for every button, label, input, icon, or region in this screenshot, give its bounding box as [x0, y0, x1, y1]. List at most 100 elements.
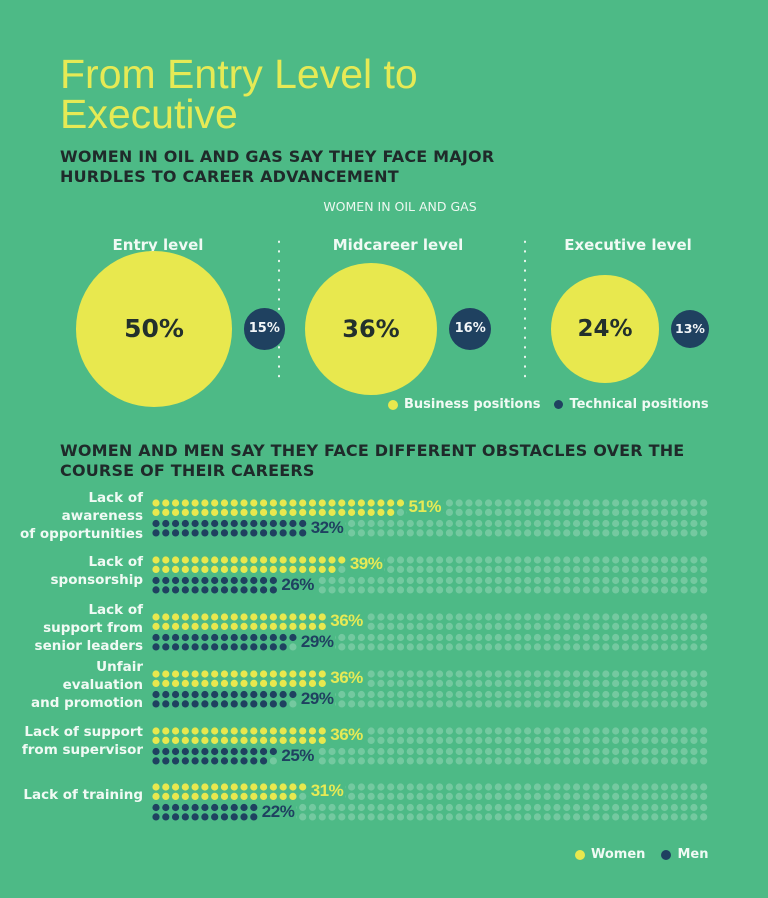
- empty-dot: [445, 519, 453, 528]
- empty-dot: [445, 643, 453, 651]
- men-dot: [279, 519, 287, 528]
- empty-dot: [504, 727, 512, 735]
- empty-dot: [406, 690, 414, 699]
- empty-dot: [621, 679, 630, 688]
- empty-dot: [357, 690, 365, 699]
- empty-dot: [592, 803, 600, 812]
- empty-dot: [700, 727, 708, 735]
- technical-legend-swatch: [554, 400, 564, 409]
- empty-dot: [670, 757, 678, 765]
- empty-dot: [543, 757, 551, 765]
- empty-dot: [641, 690, 649, 699]
- empty-dot: [406, 586, 414, 594]
- empty-dot: [387, 803, 395, 812]
- men-dot: [220, 576, 229, 585]
- obstacle-label: Lack of support from senior leaders: [3, 601, 143, 655]
- empty-dot: [484, 727, 493, 735]
- empty-dot: [660, 690, 669, 699]
- empty-dot: [436, 747, 444, 756]
- empty-dot: [612, 783, 620, 791]
- empty-dot: [494, 700, 502, 708]
- empty-dot: [621, 690, 630, 699]
- empty-dot: [553, 783, 561, 791]
- empty-dot: [455, 622, 463, 631]
- men-dot: [279, 690, 287, 699]
- empty-dot: [572, 670, 581, 678]
- empty-dot: [572, 622, 581, 631]
- empty-dot: [396, 679, 405, 688]
- empty-dot: [416, 556, 424, 564]
- empty-dot: [465, 700, 473, 708]
- empty-dot: [377, 747, 385, 756]
- empty-dot: [455, 556, 463, 564]
- women-dot: [171, 613, 180, 621]
- empty-dot: [572, 565, 581, 574]
- empty-dot: [700, 700, 708, 708]
- empty-dot: [631, 700, 639, 708]
- women-dot: [201, 499, 209, 507]
- women-dot: [367, 508, 375, 516]
- empty-dot: [475, 700, 483, 708]
- empty-dot: [572, 519, 581, 528]
- empty-dot: [436, 565, 444, 574]
- women-dot: [181, 613, 189, 621]
- women-dot: [152, 622, 160, 631]
- empty-dot: [377, 727, 385, 735]
- empty-dot: [357, 586, 365, 594]
- men-dot: [220, 747, 229, 756]
- empty-dot: [572, 499, 581, 507]
- empty-dot: [445, 565, 453, 574]
- empty-dot: [396, 792, 405, 801]
- empty-dot: [406, 565, 414, 574]
- empty-dot: [367, 622, 375, 631]
- empty-dot: [494, 747, 502, 756]
- women-dot: [191, 565, 199, 574]
- empty-dot: [680, 783, 688, 791]
- men-dot: [220, 643, 229, 651]
- men-dot: [250, 813, 258, 821]
- section-1-heading: WOMEN IN OIL AND GAS SAY THEY FACE MAJOR…: [60, 147, 495, 186]
- empty-dot: [377, 757, 385, 765]
- men-dot: [152, 633, 160, 642]
- empty-dot: [455, 499, 463, 507]
- empty-dot: [494, 613, 502, 621]
- women-dot: [240, 736, 248, 745]
- empty-dot: [631, 679, 639, 688]
- empty-dot: [484, 783, 493, 791]
- empty-dot: [641, 736, 649, 745]
- empty-dot: [543, 747, 551, 756]
- empty-dot: [592, 690, 600, 699]
- empty-dot: [357, 747, 365, 756]
- men-dot: [162, 519, 170, 528]
- empty-dot: [455, 736, 463, 745]
- men-dot: [171, 576, 180, 585]
- women-dot: [318, 670, 326, 678]
- empty-dot: [670, 556, 678, 564]
- women-dot: [211, 679, 219, 688]
- empty-dot: [563, 643, 571, 651]
- men-dot: [181, 576, 189, 585]
- empty-dot: [504, 690, 512, 699]
- empty-dot: [504, 700, 512, 708]
- empty-dot: [514, 736, 522, 745]
- empty-dot: [436, 679, 444, 688]
- empty-dot: [602, 700, 610, 708]
- empty-dot: [680, 803, 688, 812]
- empty-dot: [465, 727, 473, 735]
- empty-dot: [377, 700, 385, 708]
- empty-dot: [475, 565, 483, 574]
- empty-dot: [504, 499, 512, 507]
- empty-dot: [387, 643, 395, 651]
- empty-dot: [690, 783, 698, 791]
- empty-dot: [670, 499, 678, 507]
- empty-dot: [357, 813, 365, 821]
- women-dot: [211, 736, 219, 745]
- empty-dot: [680, 679, 688, 688]
- men-dot: [220, 586, 229, 594]
- empty-dot: [328, 586, 336, 594]
- women-dot: [318, 565, 326, 574]
- women-dot: [220, 508, 229, 516]
- obstacle-label-line: and promotion: [31, 695, 143, 711]
- empty-dot: [455, 792, 463, 801]
- men-dot: [201, 747, 209, 756]
